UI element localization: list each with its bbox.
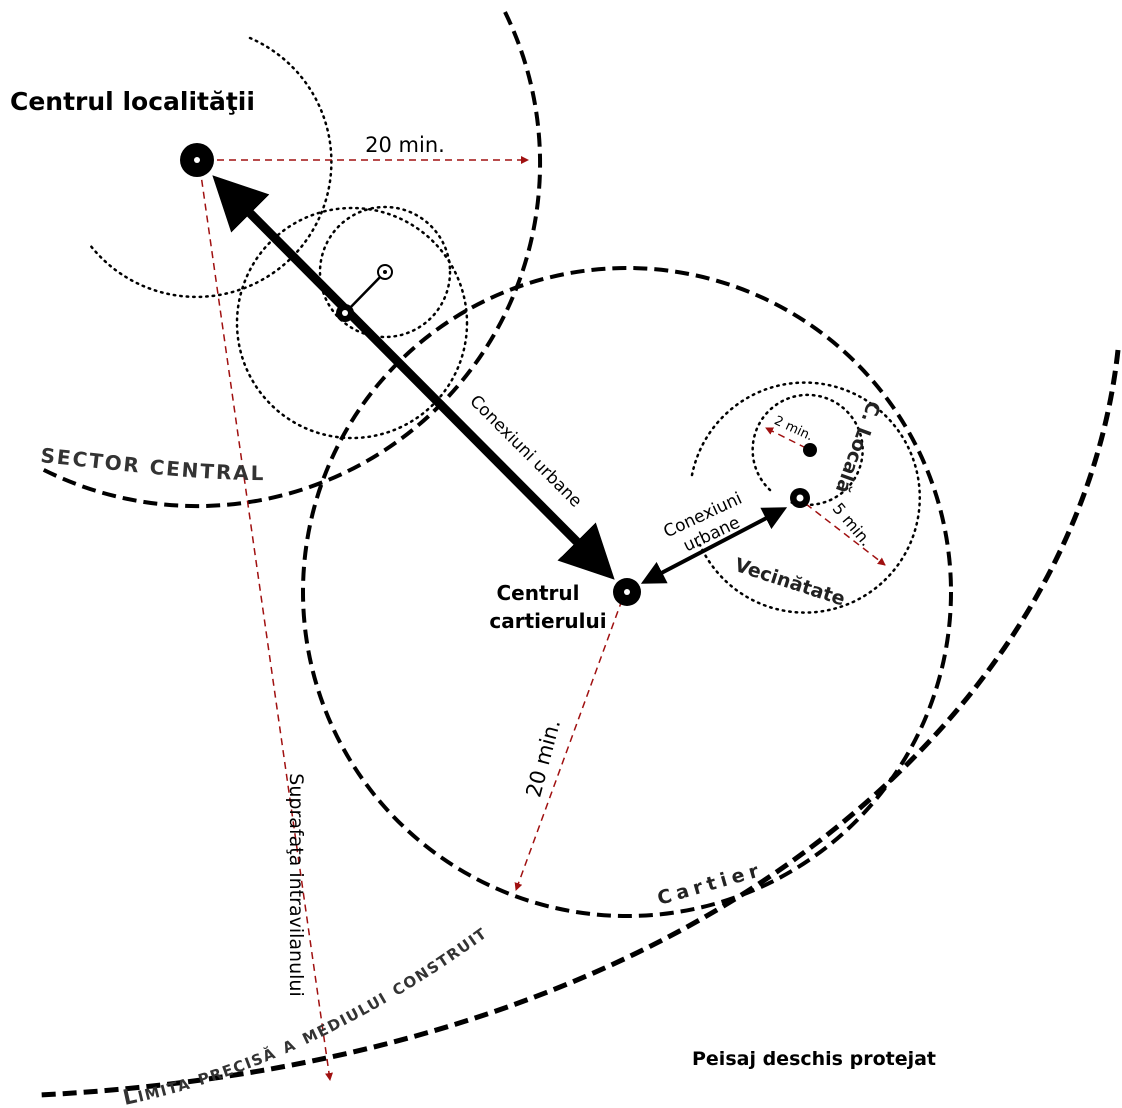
sector-label: SECTOR CENTRAL [39,443,263,485]
cartier-circle [301,266,953,918]
zone-label: Vecinătate [732,554,848,610]
dotted-circle [235,206,469,440]
node-label: Centrul [497,581,580,605]
nodes [180,143,817,606]
distance-arrow [199,167,333,1081]
distance-arrow [765,427,807,449]
vecinatate-circle [690,381,922,614]
distance-arrow [805,503,886,566]
node-label: cartierului [489,609,606,633]
locality-arc [88,36,333,299]
distance-label: 20 min. [521,717,565,800]
link [344,271,386,314]
distance-label: 2 min. [772,413,816,444]
connection-arrow [212,175,615,580]
distance-label: 5 min. [829,499,876,550]
distance-label: 20 min. [365,133,445,157]
zone-label: C. Locală [831,398,885,496]
landscape-label: Peisaj deschis protejat [692,1048,936,1070]
distance-arrow [514,599,623,891]
title-label: Centrul localităţii [10,87,255,116]
area-label: Suprafaţa intravilanului [285,773,307,996]
sector-label: SECTOR CENTRAL [39,443,265,485]
zone-label: Cartier [655,859,766,910]
limit-arc [39,349,1121,1098]
connection-arrow [640,507,788,584]
